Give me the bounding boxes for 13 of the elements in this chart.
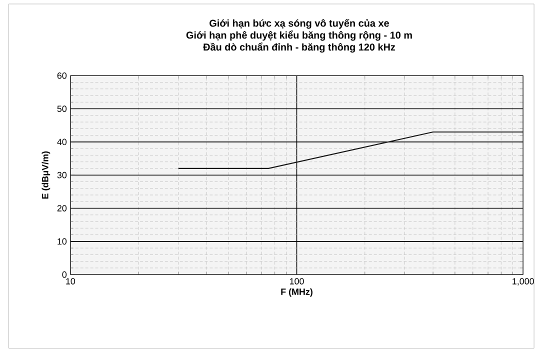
y-tick-label: 0 [62,271,67,278]
x-tick-label: 10 [66,278,76,284]
y-tick-label: 60 [57,72,67,79]
y-tick-label: 10 [58,238,67,245]
chart-title: Giới hạn bức xạ sóng vô tuyến của xe Giới hạn phê duyệt kiểu băng thông rộng - 10 m Đầu dò chuẩn đỉnh - băng thông 120 kHz [186,18,412,53]
x-axis-title: F (MHz) [281,288,312,297]
y-tick-label: 50 [57,106,67,112]
x-tick-label: 100 [290,278,304,284]
x-tick-label: 1,000 [512,278,534,286]
y-tick-label: 20 [57,204,67,212]
y-tick-label: 30 [57,172,67,178]
y-axis-title: E (dBμV/m) [42,151,50,199]
y-tick-label: 40 [57,138,67,146]
